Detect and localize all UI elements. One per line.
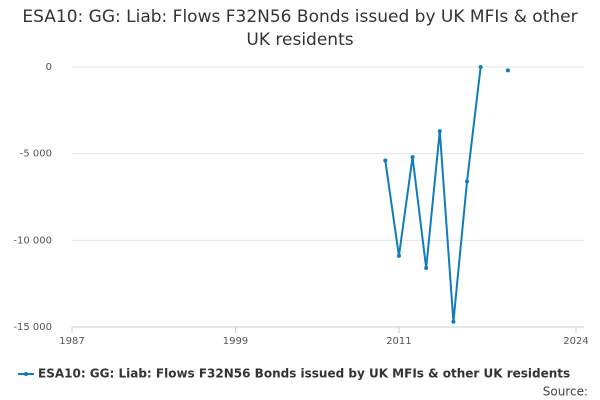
data-point [437, 129, 442, 134]
legend-marker [24, 372, 28, 376]
data-point [505, 68, 510, 73]
y-tick-label: -5 000 [20, 149, 52, 160]
x-tick-label: 1999 [223, 336, 248, 347]
x-tick-label: 1987 [59, 336, 84, 347]
data-point [424, 266, 429, 271]
y-tick-label: -10 000 [13, 235, 52, 246]
data-point [451, 319, 456, 324]
y-tick-label: -15 000 [13, 322, 52, 333]
series-line [385, 67, 508, 322]
x-tick-label: 2024 [563, 336, 588, 347]
chart-title: ESA10: GG: Liab: Flows F32N56 Bonds issu… [22, 7, 578, 50]
y-tick-label: 0 [46, 62, 52, 73]
data-point [383, 158, 388, 163]
data-point [478, 64, 483, 69]
data-point [465, 179, 470, 184]
data-point [410, 155, 415, 160]
source-label: Source: [543, 385, 588, 399]
x-tick-label: 2011 [386, 336, 411, 347]
legend-label: ESA10: GG: Liab: Flows F32N56 Bonds issu… [38, 367, 570, 381]
data-point [396, 253, 401, 258]
